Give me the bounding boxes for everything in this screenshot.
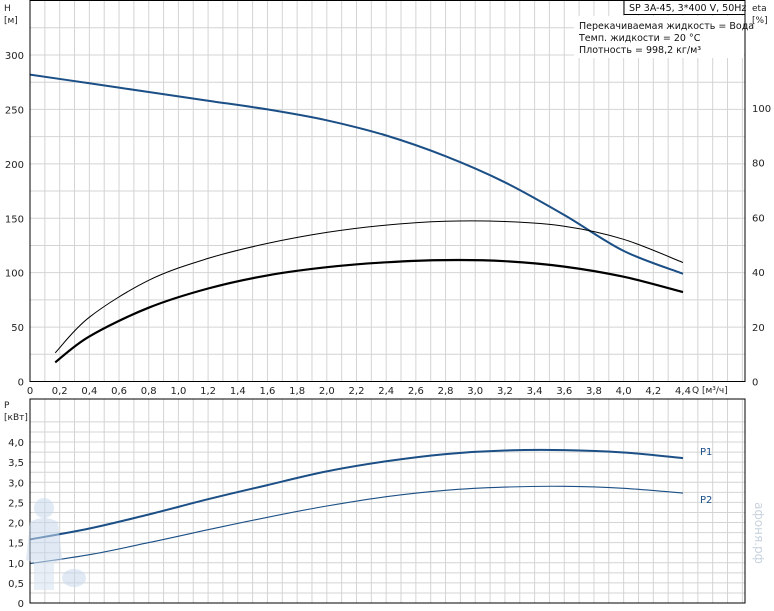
y-tick-label: 250	[5, 105, 24, 116]
product-title: SP 3A-45, 3*400 V, 50Hz	[629, 3, 746, 14]
power-y-tick-label: 1,0	[8, 559, 24, 570]
y2-axis-label-eta: eta	[752, 4, 767, 14]
x-tick-label: 1,8	[289, 386, 305, 397]
power-y-tick-label: 1,5	[8, 539, 24, 550]
y-axis-unit-h: [м]	[4, 16, 18, 26]
y-tick-label: 50	[11, 323, 24, 334]
x-tick-label: 1,6	[260, 386, 276, 397]
curve-p2	[29, 485, 684, 565]
head-chart-frame	[29, 0, 746, 382]
power-chart-grid	[30, 399, 745, 603]
mascot-logo	[26, 498, 86, 590]
y-tick-label: 300	[5, 51, 24, 62]
power-y-tick-label: 3,5	[8, 458, 24, 469]
x-tick-label: 3,8	[586, 386, 602, 397]
product-title-box	[623, 0, 746, 15]
fluid-info-temperature: Темп. жидкости = 20 °C	[578, 33, 701, 44]
y2-tick-label: 60	[752, 213, 765, 224]
y2-tick-label: 40	[752, 268, 765, 279]
y2-axis-unit-eta: [%]	[752, 16, 768, 26]
curve-layer	[29, 73, 684, 565]
power-chart-frame	[29, 398, 746, 604]
power-y-tick-label: 4,0	[8, 438, 24, 449]
watermark: афоня.рф	[750, 478, 768, 588]
y-axis-unit-p: [кВт]	[4, 413, 28, 423]
x-tick-label: 2,8	[438, 386, 454, 397]
curve-head	[29, 73, 684, 275]
power-y-tick-label: 0,5	[8, 579, 24, 590]
x-tick-label: 4,0	[616, 386, 632, 397]
y-tick-label: 100	[5, 269, 24, 280]
x-tick-label: 2,4	[378, 386, 394, 397]
x-tick-label: 2,2	[349, 386, 365, 397]
x-tick-label: 0,4	[81, 386, 97, 397]
fluid-info-density: Плотность = 998,2 кг/м³	[579, 45, 701, 56]
y-axis-label-p: P	[4, 401, 10, 411]
x-axis-label-q: Q [м³/ч]	[692, 386, 728, 396]
series-label-p1: P1	[700, 447, 712, 458]
x-tick-label: 2,0	[319, 386, 335, 397]
y2-tick-label: 0	[752, 378, 758, 389]
head-chart-grid	[30, 1, 745, 381]
y-axis-label-h: H	[4, 4, 11, 14]
x-tick-label: 1,0	[170, 386, 186, 397]
x-tick-label: 4,4	[675, 386, 691, 397]
power-y-tick-label: 3,0	[8, 478, 24, 489]
curve-eta-bold	[54, 258, 684, 364]
y2-tick-label: 80	[752, 159, 765, 170]
x-tick-label: 1,4	[230, 386, 246, 397]
x-tick-label: 3,0	[467, 386, 483, 397]
fluid-info-box	[574, 16, 744, 58]
curve-eta-line	[54, 220, 684, 354]
x-tick-label: 0,6	[111, 386, 127, 397]
x-tick-label: 3,4	[527, 386, 543, 397]
curve-p1	[29, 448, 684, 541]
x-tick-label: 2,6	[408, 386, 424, 397]
x-tick-label: 0,8	[141, 386, 157, 397]
x-tick-label: 0,2	[52, 386, 68, 397]
x-tick-label: 3,2	[497, 386, 513, 397]
fluid-info-liquid: Перекачиваемая жидкость = Вода	[579, 21, 754, 32]
x-tick-label: 0	[27, 386, 33, 397]
tick-label-layer: 0 0,2 0,4 0,6 0,8 1,0 1,2 1,4 1,6 1,8 2,0 2,2 2,4 2,6…	[5, 51, 771, 610]
power-y-tick-label: 2,0	[8, 519, 24, 530]
watermark-text: афоня.рф	[752, 502, 766, 564]
y2-tick-label: 20	[752, 323, 765, 334]
x-tick-label: 4,2	[645, 386, 661, 397]
power-y-tick-label: 2,5	[8, 498, 24, 509]
y-tick-label: 200	[5, 160, 24, 171]
series-label-p2: P2	[700, 495, 712, 506]
y2-tick-label: 100	[752, 104, 771, 115]
power-y-tick-label: 0	[18, 599, 24, 610]
y-tick-label: 0	[18, 378, 24, 389]
y-tick-label: 150	[5, 214, 24, 225]
x-tick-label: 1,2	[200, 386, 216, 397]
x-tick-label: 3,6	[556, 386, 572, 397]
